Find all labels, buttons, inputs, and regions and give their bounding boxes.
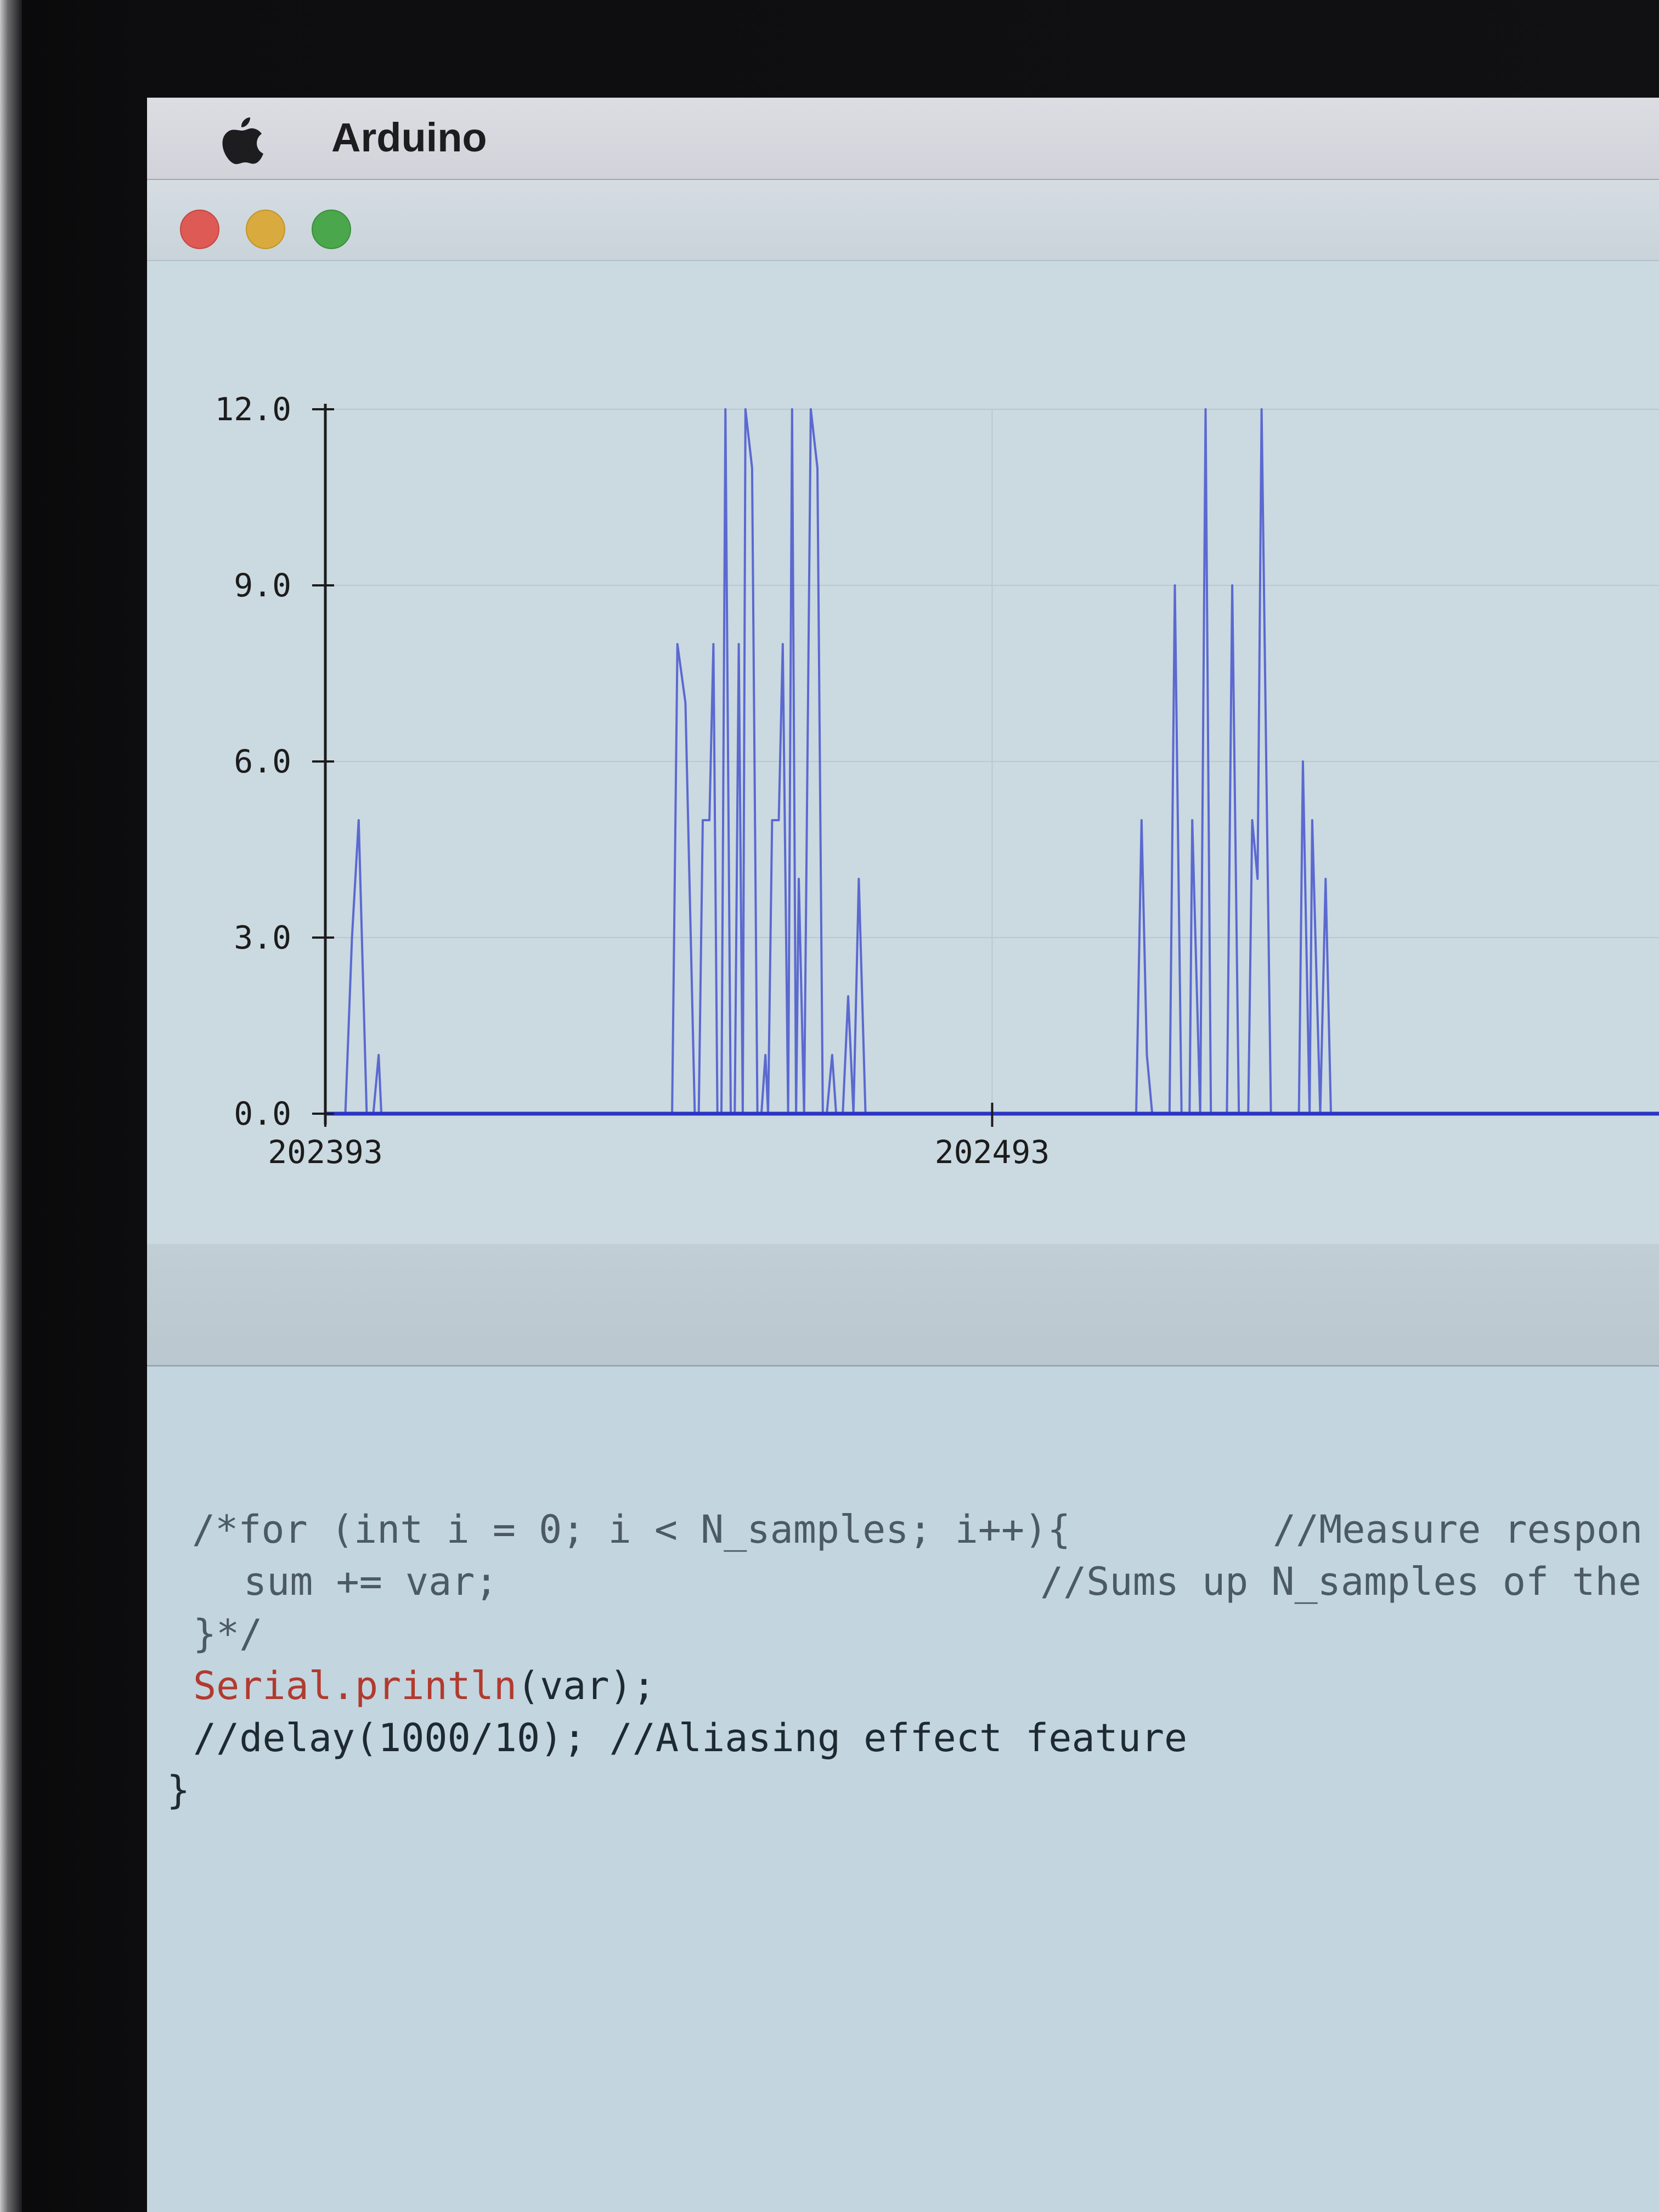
code-editor[interactable]: /*for (int i = 0; i < N_samples; i++){ /… [147, 1367, 1659, 2212]
code-line-3: }*/ [193, 1611, 263, 1656]
y-tick-label: 0.0 [234, 1095, 291, 1132]
y-tick-label: 12.0 [215, 391, 291, 428]
code-line-1-comment: //Measure respon [1273, 1507, 1643, 1552]
plotter-footer [147, 1244, 1659, 1367]
code-line-1: /*for (int i = 0; i < N_samples; i++){ [192, 1507, 1071, 1552]
app-title[interactable]: Arduino [331, 115, 487, 160]
apple-logo-icon[interactable] [218, 115, 266, 165]
menu-bar: Arduino [147, 98, 1659, 180]
serial-plotter: 0.0 3.0 6.0 9.0 12.0 202393 202493 [147, 261, 1659, 1243]
x-tick-label: 202393 [268, 1133, 383, 1171]
code-line-6: } [167, 1768, 190, 1813]
y-tick-label: 3.0 [234, 919, 291, 956]
code-line-2-comment: //Sums up N_samples of the [1040, 1559, 1641, 1604]
plotter-title-bar [147, 180, 1659, 261]
plot-grid [325, 409, 1659, 1114]
minimize-window-button[interactable] [246, 210, 285, 249]
plot-chart: 0.0 3.0 6.0 9.0 12.0 202393 202493 [215, 391, 1659, 1171]
code-serial-println: Serial.println [193, 1663, 517, 1708]
code-println-args: (var); [517, 1663, 656, 1708]
code-line-2: sum += var; [244, 1559, 498, 1604]
close-window-button[interactable] [180, 210, 219, 249]
code-line-5: //delay(1000/10); //Aliasing effect feat… [193, 1716, 1188, 1760]
laptop-bezel-edge [0, 0, 22, 2212]
y-tick-label: 6.0 [234, 743, 291, 780]
plot-ticks: 0.0 3.0 6.0 9.0 12.0 202393 202493 [215, 391, 1049, 1171]
y-tick-label: 9.0 [234, 567, 291, 604]
screen: Arduino 0.0 3.0 6.0 9.0 12.0 202393 202493 /*f… [147, 98, 1659, 2212]
code-line-4: Serial.println(var); [193, 1663, 656, 1708]
zoom-window-button[interactable] [312, 210, 351, 249]
x-tick-label: 202493 [935, 1133, 1050, 1171]
